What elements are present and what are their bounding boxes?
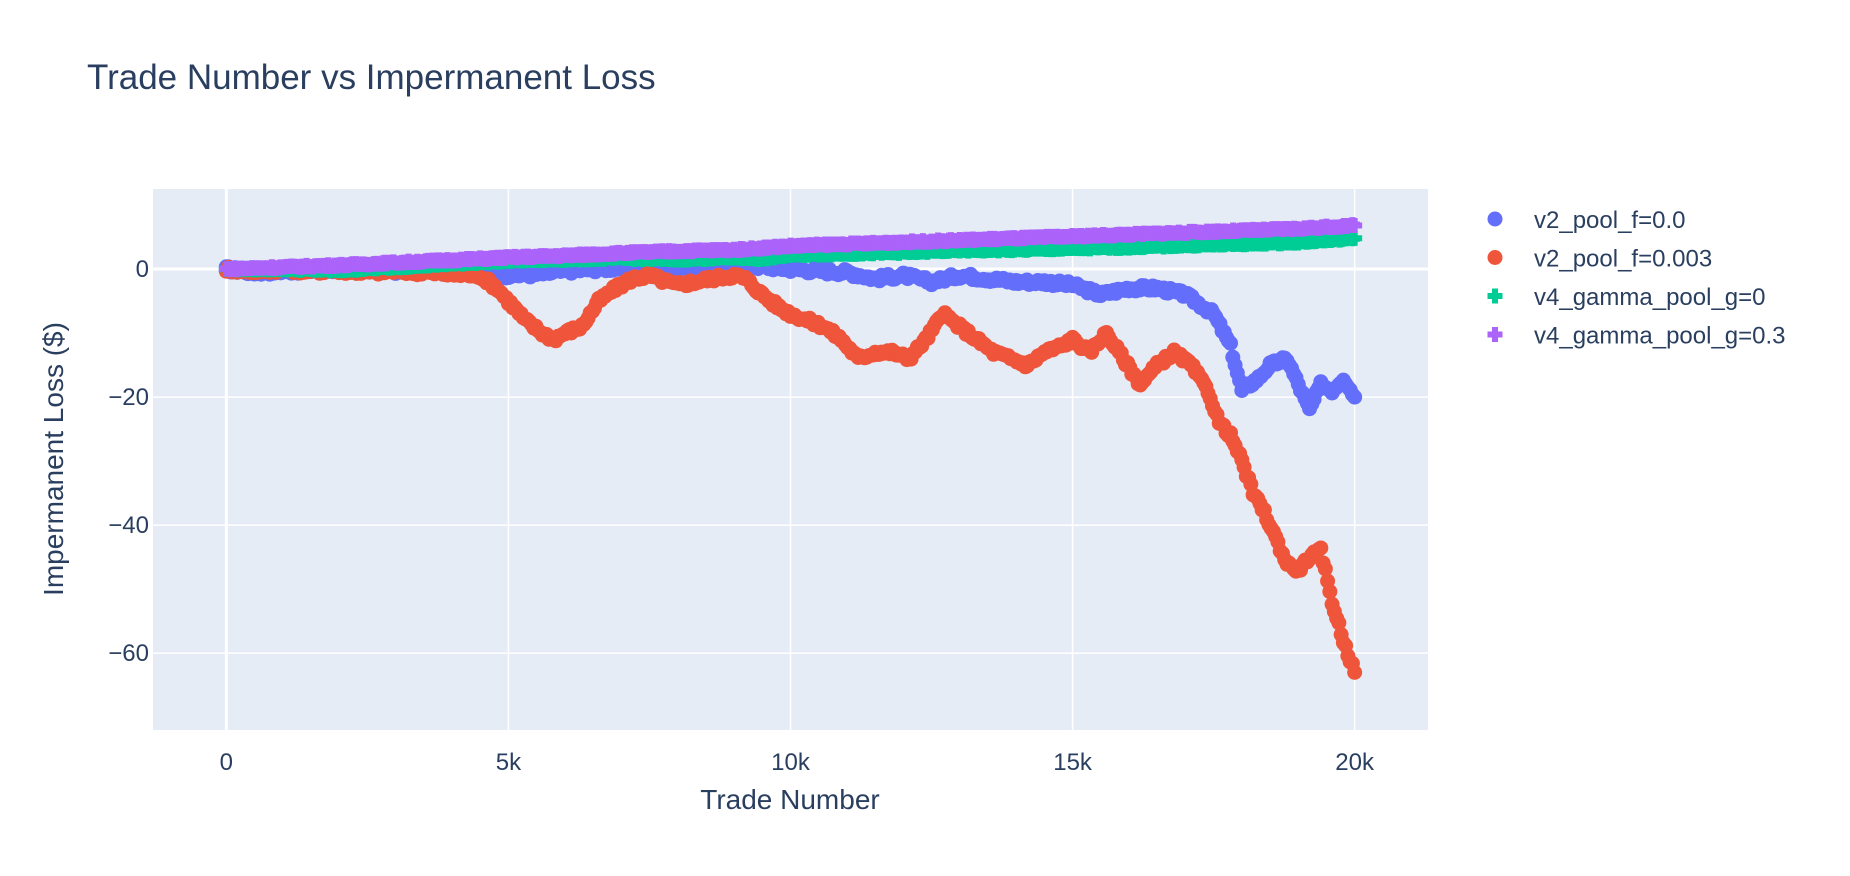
legend-label: v4_gamma_pool_g=0 bbox=[1534, 284, 1766, 311]
chart-title: Trade Number vs Impermanent Loss bbox=[87, 58, 656, 97]
data-point bbox=[1317, 561, 1333, 577]
data-point bbox=[1347, 217, 1363, 233]
data-point bbox=[1313, 540, 1329, 556]
data-point bbox=[1347, 664, 1363, 680]
legend-cross-icon bbox=[1487, 327, 1503, 342]
legend-item[interactable]: v4_gamma_pool_g=0.3 bbox=[1487, 323, 1786, 350]
data-point bbox=[1347, 230, 1363, 246]
legend-item[interactable]: v4_gamma_pool_g=0 bbox=[1487, 284, 1766, 311]
x-tick-label: 15k bbox=[1053, 749, 1093, 776]
x-tick-label: 10k bbox=[771, 749, 811, 776]
y-tick-label: 0 bbox=[136, 256, 149, 283]
legend-item[interactable]: v2_pool_f=0.0 bbox=[1487, 207, 1686, 234]
y-axis-title: Impermanent Loss ($) bbox=[38, 322, 69, 596]
legend-label: v2_pool_f=0.0 bbox=[1534, 207, 1685, 234]
legend-item[interactable]: v2_pool_f=0.003 bbox=[1487, 246, 1713, 273]
series-v4_gamma_pool_g=0.3 bbox=[218, 217, 1363, 278]
legend-cross-icon bbox=[1487, 288, 1503, 304]
legend[interactable]: v2_pool_f=0.0 v2_pool_f=0.003 v4_gamma_poo… bbox=[1487, 207, 1786, 350]
x-tick-label: 20k bbox=[1335, 749, 1375, 776]
x-tick-label: 5k bbox=[496, 749, 522, 776]
legend-circle-icon bbox=[1487, 250, 1503, 265]
legend-circle-icon bbox=[1487, 211, 1503, 227]
data-point bbox=[1223, 335, 1239, 351]
legend-label: v2_pool_f=0.003 bbox=[1534, 246, 1712, 273]
data-point bbox=[1322, 584, 1338, 600]
x-axis-title: Trade Number bbox=[700, 784, 879, 815]
legend-label: v4_gamma_pool_g=0.3 bbox=[1534, 323, 1786, 350]
data-point bbox=[1331, 615, 1347, 631]
x-tick-label: 0 bbox=[220, 749, 233, 776]
y-tick-label: −20 bbox=[108, 384, 149, 411]
data-point bbox=[1347, 389, 1363, 405]
series-layer bbox=[218, 217, 1363, 680]
y-tick-label: −60 bbox=[108, 640, 149, 667]
axis-ticks: 0 5k 10k 15k 20k 0 −20 −40 −60 bbox=[108, 256, 1375, 776]
y-tick-label: −40 bbox=[108, 512, 149, 539]
